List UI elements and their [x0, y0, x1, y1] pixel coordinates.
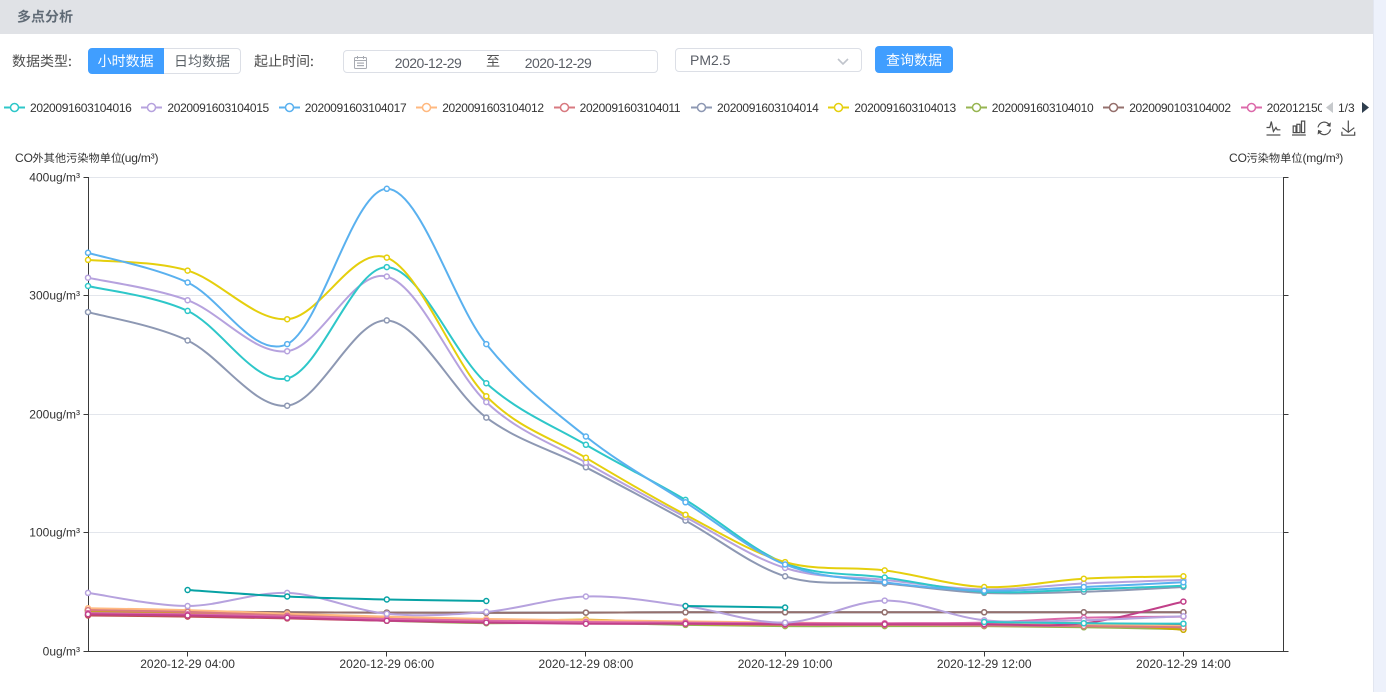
svg-text:200ug/m³: 200ug/m³: [29, 408, 80, 422]
svg-text:CO: CO: [15, 151, 33, 165]
svg-text:2020-12-29 10:00: 2020-12-29 10:00: [738, 657, 833, 671]
svg-text:(mg/m³): (mg/m³): [1303, 151, 1344, 165]
svg-text:2020-12-29 14:00: 2020-12-29 14:00: [1136, 657, 1231, 671]
svg-text:CO: CO: [1229, 151, 1247, 165]
svg-text:400ug/m³: 400ug/m³: [29, 171, 80, 185]
svg-text:2020-12-29 08:00: 2020-12-29 08:00: [539, 657, 634, 671]
svg-text:0ug/m³: 0ug/m³: [43, 645, 80, 659]
svg-text:2020-12-29 06:00: 2020-12-29 06:00: [339, 657, 434, 671]
svg-text:100ug/m³: 100ug/m³: [29, 526, 80, 540]
svg-text:2020-12-29 12:00: 2020-12-29 12:00: [937, 657, 1032, 671]
svg-text:300ug/m³: 300ug/m³: [29, 289, 80, 303]
svg-text:2020-12-29 04:00: 2020-12-29 04:00: [140, 657, 235, 671]
svg-text:(ug/m³): (ug/m³): [121, 151, 158, 165]
